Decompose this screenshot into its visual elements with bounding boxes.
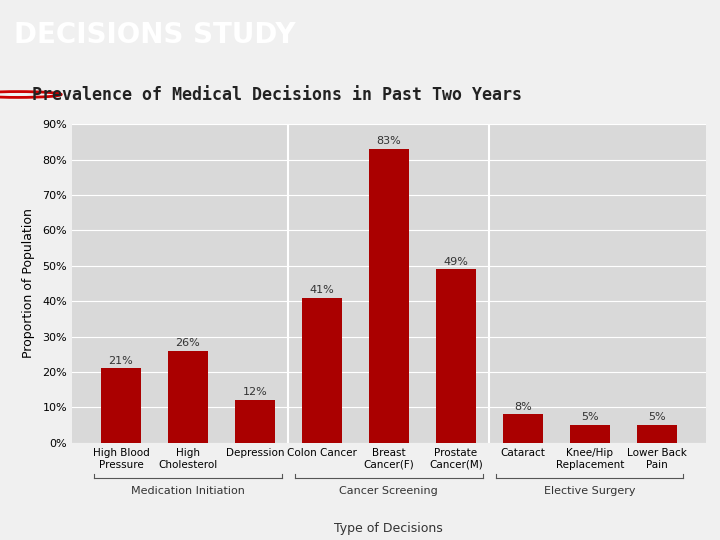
Y-axis label: Proportion of Population: Proportion of Population [22,208,35,359]
Text: Prevalence of Medical Decisions in Past Two Years: Prevalence of Medical Decisions in Past … [32,85,523,104]
Text: 49%: 49% [444,256,468,267]
Text: Medication Initiation: Medication Initiation [131,486,245,496]
Bar [168,351,208,443]
Bar [503,415,543,443]
Bar [636,425,677,443]
Text: Type of Decisions: Type of Decisions [334,522,444,535]
Bar [570,425,610,443]
Text: 5%: 5% [648,412,665,422]
Text: 41%: 41% [310,285,334,295]
Text: 12%: 12% [243,388,267,397]
Bar [436,269,476,443]
Text: 8%: 8% [514,402,531,411]
Text: Cancer Screening: Cancer Screening [339,486,438,496]
Bar [369,149,409,443]
Text: Elective Surgery: Elective Surgery [544,486,636,496]
Text: DECISIONS STUDY: DECISIONS STUDY [14,21,296,49]
Text: 5%: 5% [581,412,598,422]
Text: 21%: 21% [109,356,133,366]
Text: 26%: 26% [176,338,200,348]
Bar [101,368,141,443]
Bar [302,298,342,443]
Text: 83%: 83% [377,136,401,146]
Bar [235,400,275,443]
